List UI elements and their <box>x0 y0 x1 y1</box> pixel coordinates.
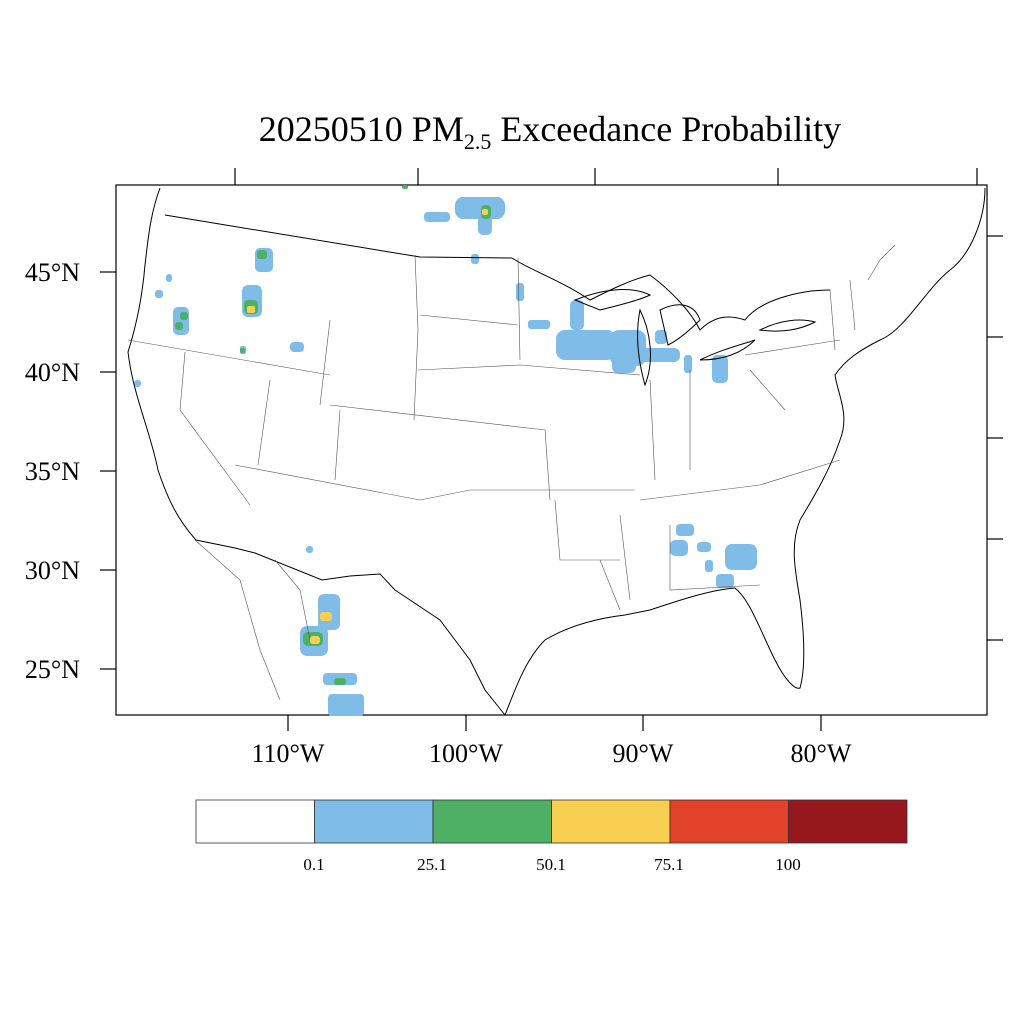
frame-ticks <box>100 168 1003 731</box>
map-frame <box>115 184 988 716</box>
colorbar-box <box>551 799 671 844</box>
state-boundaries <box>127 244 896 701</box>
lat-label-35: 35°N <box>25 457 80 486</box>
colorbar-label-3: 50.1 <box>536 855 566 874</box>
lat-label-25: 25°N <box>25 655 80 684</box>
lat-label-40: 40°N <box>25 358 80 387</box>
map-boundaries <box>127 187 986 716</box>
colorbar <box>195 799 908 844</box>
lat-label-30: 30°N <box>25 556 80 585</box>
colorbar-box <box>669 799 789 844</box>
colorbar-label-1: 0.1 <box>303 855 324 874</box>
map-title: 20250510 PM2.5 Exceedance Probability <box>258 109 842 155</box>
colorbar-label-4: 75.1 <box>654 855 684 874</box>
great-lakes <box>573 289 817 387</box>
colorbar-label-2: 25.1 <box>417 855 447 874</box>
lon-label-110w: 110°W <box>252 739 325 768</box>
lon-label-80w: 80°W <box>791 739 852 768</box>
colorbar-box <box>788 799 908 844</box>
colorbar-box <box>314 799 434 844</box>
lon-label-100w: 100°W <box>429 739 503 768</box>
probability-yellow-areas <box>247 209 488 644</box>
colorbar-box <box>195 799 315 844</box>
colorbar-box <box>432 799 552 844</box>
colorbar-label-5: 100 <box>775 855 801 874</box>
lon-label-90w: 90°W <box>613 739 674 768</box>
lat-label-45: 45°N <box>25 258 80 287</box>
